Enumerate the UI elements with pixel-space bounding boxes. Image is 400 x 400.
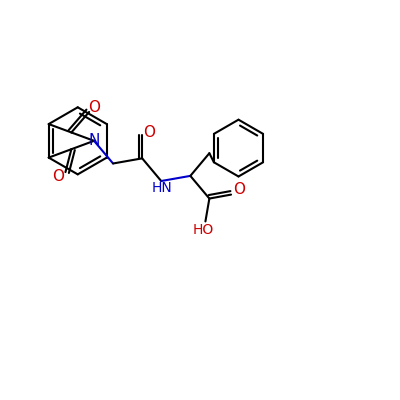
Text: O: O <box>88 100 100 116</box>
Text: HO: HO <box>193 223 214 237</box>
Text: O: O <box>52 169 64 184</box>
Text: N: N <box>88 133 100 148</box>
Text: O: O <box>143 125 155 140</box>
Text: O: O <box>233 182 245 197</box>
Text: HN: HN <box>152 181 172 195</box>
